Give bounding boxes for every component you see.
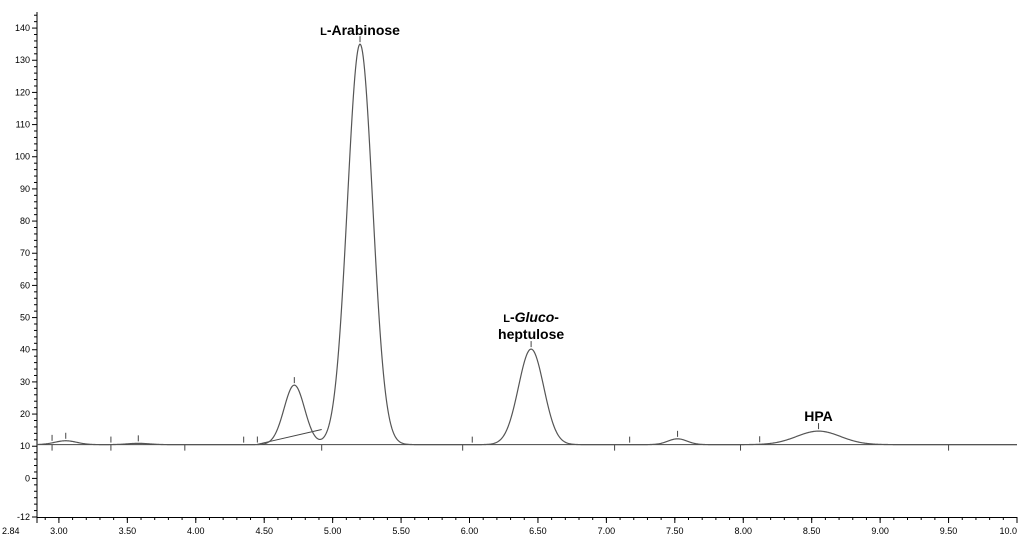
trace	[36, 43, 1017, 446]
axes: -12 0 10 20 30 40 50 60 70 80 90 100 110 120 130 140 2.8…	[2, 12, 1018, 536]
peak-label-segment: -	[510, 309, 515, 325]
x-tick-label: 6.00	[461, 526, 479, 536]
y-tick-label: 120	[15, 87, 30, 97]
x-tick-label: 4.00	[187, 526, 205, 536]
y-tick-label: 40	[20, 345, 30, 355]
chromatogram-trace	[36, 43, 1017, 446]
x-tick-label: 5.00	[324, 526, 342, 536]
x-tick-label: 3.00	[50, 526, 68, 536]
peak-label-1: heptulose	[498, 326, 564, 342]
peak-label-0: L-Arabinose	[320, 22, 400, 38]
peak-label-segment: Gluco	[515, 309, 555, 325]
y-tick-label: 30	[20, 377, 30, 387]
y-tick-label: 140	[15, 23, 30, 33]
y-tick-label: 90	[20, 184, 30, 194]
x-tick-label: 3.50	[119, 526, 137, 536]
x-tick-label: 7.00	[598, 526, 616, 536]
x-tick-label: 8.00	[734, 526, 752, 536]
y-tick-label: 0	[25, 473, 30, 483]
y-tick-label: 50	[20, 313, 30, 323]
y-tick-label: 10	[20, 441, 30, 451]
y-tick-label: 100	[15, 152, 30, 162]
peak-label-segment: L	[320, 26, 327, 38]
peak-label-segment: -	[554, 309, 559, 325]
peak-label-segment: HPA	[804, 408, 833, 424]
x-tick-label: 4.50	[255, 526, 273, 536]
integration-marks	[51, 36, 950, 451]
x-tick-label: 9.00	[871, 526, 889, 536]
x-tick-label: 7.50	[666, 526, 684, 536]
y-tick-label: -12	[17, 512, 30, 522]
y-tick-label: 110	[16, 120, 30, 130]
y-tick-label: 130	[15, 55, 30, 65]
x-tick-label: 5.50	[392, 526, 410, 536]
y-tick-label: 20	[20, 409, 30, 419]
x-tick-label: 10.0	[999, 526, 1017, 536]
x-tick-label: 8.50	[803, 526, 821, 536]
peak-label-2: HPA	[804, 408, 833, 424]
y-tick-label: 70	[20, 248, 30, 258]
x-tick-label: 6.50	[529, 526, 547, 536]
peak-label-segment: -Arabinose	[327, 22, 400, 38]
x-tick-label: 2.84	[2, 526, 20, 536]
peak-label-1: L-Gluco-	[503, 309, 559, 325]
x-tick-label: 9.50	[940, 526, 958, 536]
y-tick-label: 80	[20, 216, 30, 226]
peak-label-segment: L	[503, 313, 510, 325]
peak-label-segment: heptulose	[498, 326, 564, 342]
y-tick-label: 60	[20, 280, 30, 290]
